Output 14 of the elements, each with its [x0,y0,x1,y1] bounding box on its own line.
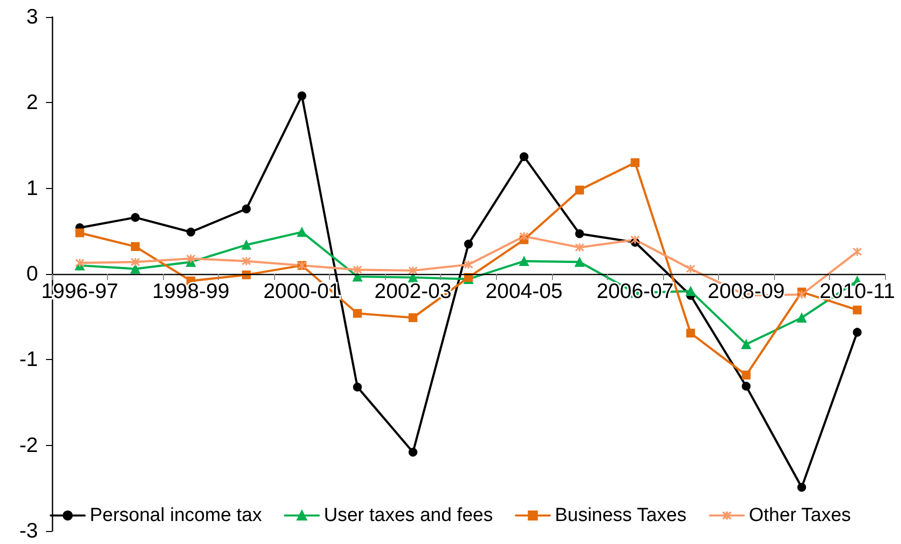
legend-label: User taxes and fees [324,505,493,526]
legend-label: Personal income tax [90,505,262,526]
legend-label: Business Taxes [554,505,687,526]
y-tick-label: -3 [19,520,38,542]
y-tick-label: 1 [26,176,38,200]
x-tick-label: 2002-03 [374,280,452,303]
y-tick-label: -1 [19,348,38,372]
x-tick-label: 2004-05 [485,280,563,303]
y-tick-label: -2 [19,434,38,457]
legend-label: Other Taxes [748,505,851,526]
y-tick-label: 3 [26,6,38,28]
y-tick-label: 0 [26,262,38,286]
y-tick-label: 2 [26,91,38,114]
x-tick-label: 1998-99 [152,280,230,303]
